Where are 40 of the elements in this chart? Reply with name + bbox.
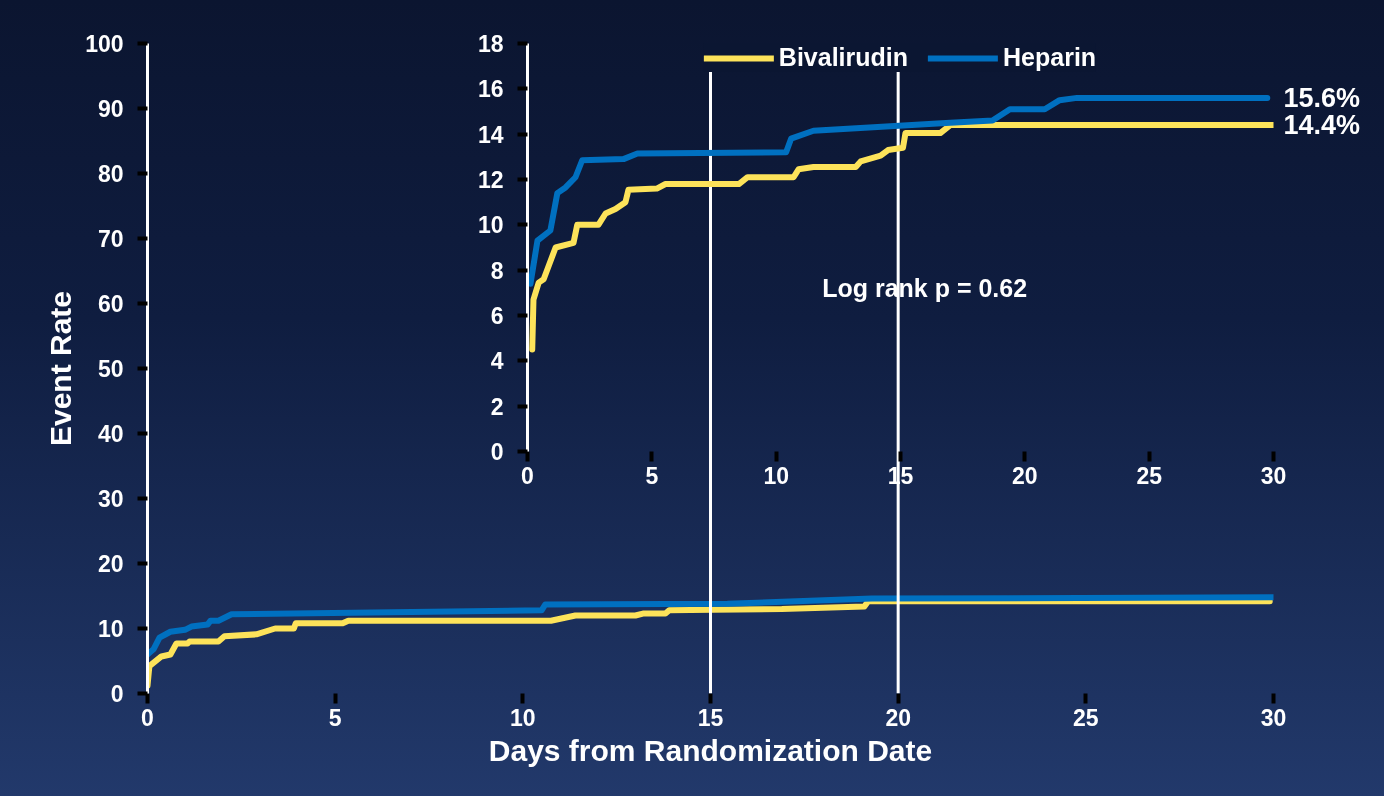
y-tick-label: 4 [490, 348, 504, 375]
x-tick-label: 5 [645, 462, 659, 489]
y-tick-label: 70 [97, 226, 124, 252]
y-tick-label: 6 [490, 303, 504, 329]
y-axis-title: Event Rate [44, 290, 78, 447]
x-axis-title: Days from Randomization Date [488, 733, 933, 767]
data-label: 15.6% [1283, 82, 1361, 113]
x-tick-label: 30 [1260, 704, 1287, 731]
y-tick-label: 0 [490, 439, 504, 465]
y-tick-label: 60 [97, 291, 124, 317]
x-tick-label: 25 [1136, 462, 1163, 489]
x-tick-label: 30 [1260, 462, 1287, 489]
y-tick-label: 30 [97, 486, 124, 512]
y-tick-label: 0 [110, 681, 124, 707]
legend-label: Bivalirudin [778, 43, 909, 72]
y-tick-label: 80 [97, 161, 124, 187]
y-tick-label: 10 [97, 616, 124, 642]
x-tick-label: 20 [1012, 462, 1038, 489]
y-tick-label: 50 [97, 356, 124, 382]
y-tick-label: 40 [97, 421, 124, 447]
y-tick-label: 10 [477, 212, 504, 239]
y-tick-label: 18 [477, 31, 504, 57]
legend-label: Heparin [1003, 43, 1097, 72]
y-tick-label: 2 [490, 393, 504, 420]
x-tick-label: 15 [697, 704, 724, 731]
x-tick-label: 20 [885, 704, 911, 731]
x-tick-label: 0 [521, 462, 534, 489]
x-tick-label: 10 [510, 704, 536, 731]
y-tick-label: 16 [477, 76, 504, 103]
y-tick-label: 100 [85, 31, 124, 57]
y-tick-label: 20 [97, 551, 124, 577]
x-tick-label: 25 [1073, 704, 1099, 731]
x-tick-label: 5 [328, 704, 342, 731]
x-tick-label: 10 [763, 462, 789, 489]
y-tick-label: 14 [477, 121, 504, 148]
y-tick-label: 12 [477, 167, 504, 193]
x-tick-label: 0 [141, 704, 154, 731]
data-label: 14.4% [1283, 110, 1361, 141]
y-tick-label: 90 [97, 96, 124, 122]
y-tick-label: 8 [490, 257, 504, 284]
